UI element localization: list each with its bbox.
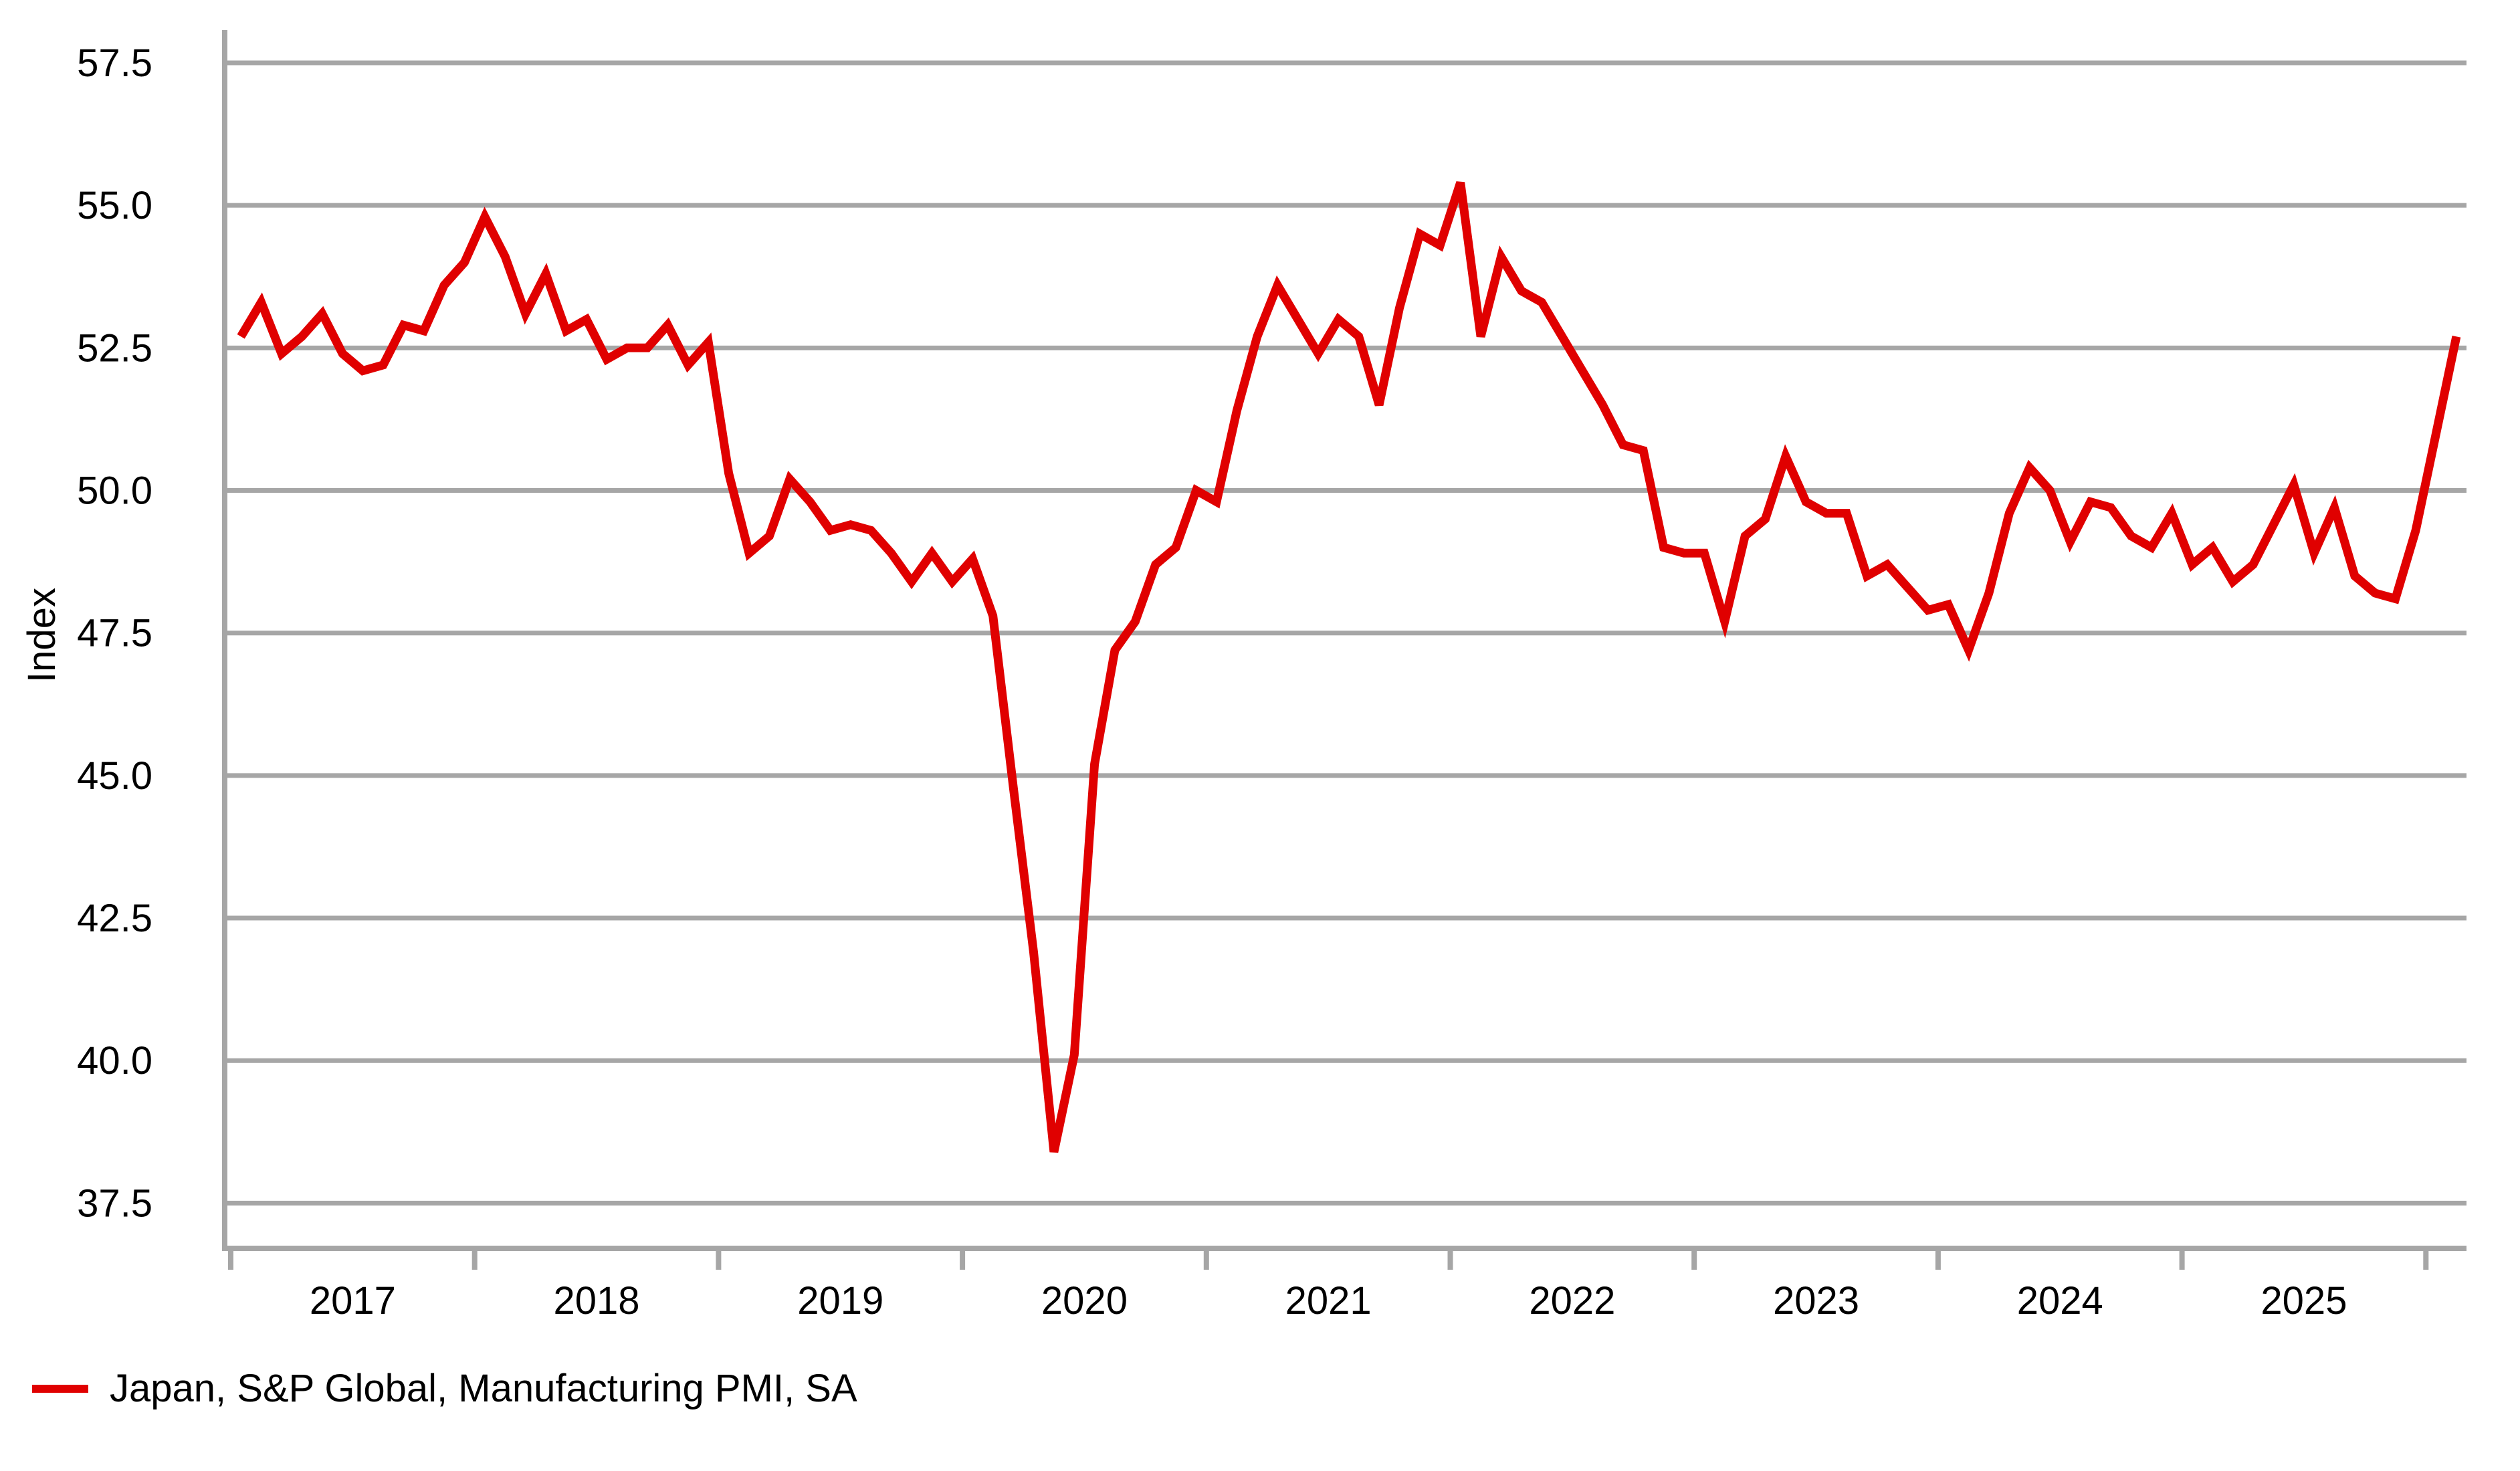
y-axis-tick-label: 42.5 xyxy=(77,897,152,940)
y-axis-tick-label: 45.0 xyxy=(77,754,152,798)
y-axis-tick-label: 55.0 xyxy=(77,184,152,227)
x-axis-year-label: 2024 xyxy=(2017,1279,2103,1323)
x-axis-year-label: 2023 xyxy=(1773,1279,1859,1323)
y-axis-tick-label: 37.5 xyxy=(77,1181,152,1225)
y-axis-tick-label: 57.5 xyxy=(77,41,152,85)
x-axis-year-label: 2020 xyxy=(1041,1279,1128,1323)
x-axis-year-label: 2018 xyxy=(554,1279,640,1323)
y-axis-tick-label: 47.5 xyxy=(77,612,152,655)
x-axis-year-label: 2019 xyxy=(797,1279,883,1323)
legend-line-swatch xyxy=(32,1385,88,1393)
legend: Japan, S&P Global, Manufacturing PMI, SA xyxy=(32,1365,857,1412)
y-axis-tick-label: 40.0 xyxy=(77,1039,152,1083)
x-axis-year-label: 2021 xyxy=(1285,1279,1372,1323)
pmi-series-line xyxy=(237,181,2461,1153)
x-axis-year-label: 2017 xyxy=(310,1279,396,1323)
x-axis-year-label: 2022 xyxy=(1529,1279,1615,1323)
y-axis-tick-label: 50.0 xyxy=(77,469,152,513)
y-axis-tick-label: 52.5 xyxy=(77,326,152,370)
x-axis-year-label: 2025 xyxy=(2261,1279,2347,1323)
y-axis-title: Index xyxy=(20,588,64,683)
legend-series-label: Japan, S&P Global, Manufacturing PMI, SA xyxy=(110,1367,857,1410)
